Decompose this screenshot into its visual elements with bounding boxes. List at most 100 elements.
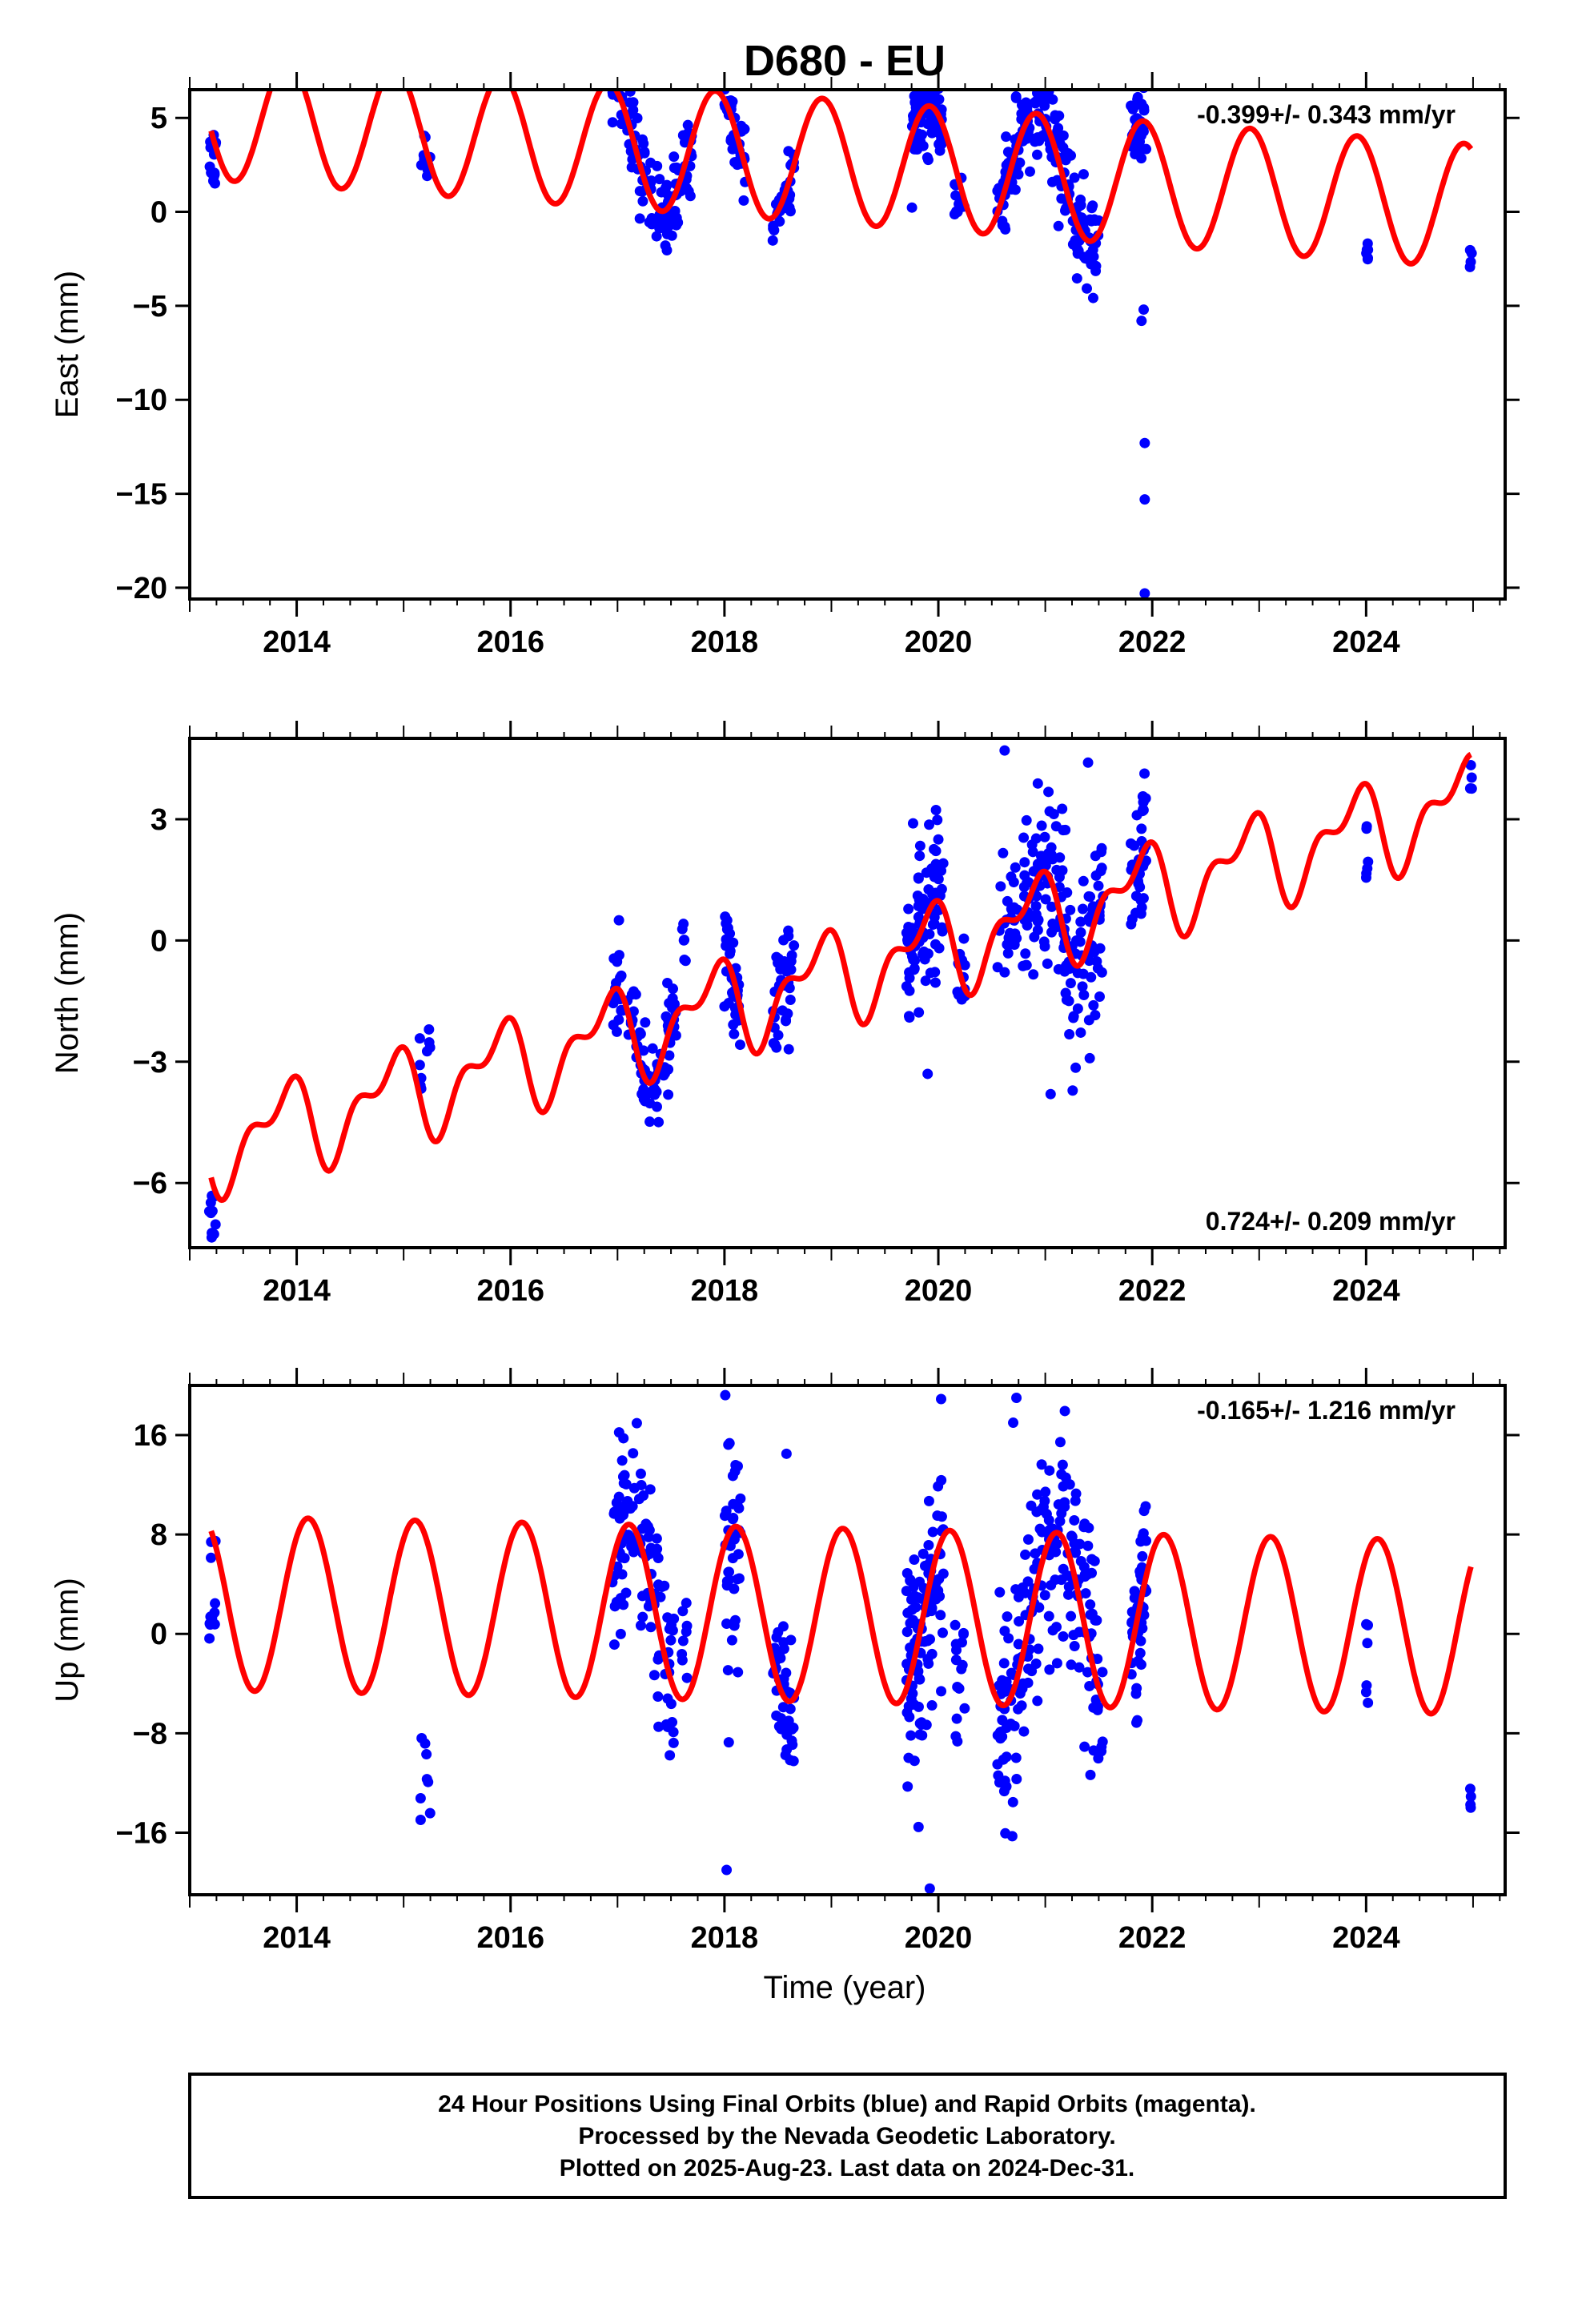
data-point (1050, 114, 1061, 125)
data-point (738, 195, 749, 206)
data-point (920, 975, 931, 987)
data-point (1021, 814, 1032, 826)
data-point (1056, 1574, 1067, 1586)
data-point (678, 919, 689, 930)
data-point (1014, 1616, 1025, 1627)
data-point (645, 1622, 656, 1633)
data-point (1008, 877, 1019, 888)
data-point (1060, 987, 1071, 999)
data-point (721, 1618, 733, 1630)
x-tick-label: 2016 (476, 625, 544, 659)
data-point (1030, 833, 1042, 844)
data-point (628, 1448, 639, 1459)
y-tick-label: −5 (133, 290, 167, 324)
data-point (1074, 1662, 1085, 1673)
data-point (644, 216, 655, 227)
data-point (916, 1717, 927, 1728)
x-tick-label: 2022 (1118, 1274, 1186, 1308)
data-point (1010, 862, 1021, 873)
data-point (1053, 1499, 1064, 1510)
data-point (937, 1627, 948, 1638)
data-point (210, 1219, 221, 1230)
data-point (1065, 978, 1076, 989)
data-point (999, 745, 1010, 756)
data-point (1126, 838, 1137, 849)
data-point (1074, 936, 1086, 947)
data-point (624, 90, 636, 97)
data-point (1361, 1618, 1372, 1630)
data-point (728, 1019, 739, 1031)
data-point (783, 925, 794, 936)
data-point (901, 927, 912, 939)
data-point (995, 881, 1006, 892)
data-point (787, 1739, 798, 1751)
data-point (1096, 967, 1107, 978)
x-tick-label: 2024 (1332, 1921, 1400, 1955)
data-point (651, 1086, 662, 1097)
data-point (1007, 1796, 1018, 1807)
data-point (1010, 1752, 1022, 1763)
data-point (661, 245, 673, 256)
data-point (725, 946, 736, 957)
data-point (785, 995, 796, 1006)
y-axis-label: Up (mm) (50, 1578, 85, 1703)
data-point (1023, 912, 1034, 923)
model-fit-line (208, 1515, 1474, 1717)
data-point (681, 1672, 693, 1683)
data-point (1013, 1591, 1024, 1602)
data-point (612, 956, 623, 967)
data-point (1040, 1486, 1051, 1498)
data-point (644, 1484, 656, 1495)
chart-title: D680 - EU (744, 37, 946, 85)
data-point (1039, 831, 1050, 842)
data-point (1009, 1720, 1020, 1731)
data-point (681, 1620, 693, 1631)
data-point (1011, 1393, 1022, 1404)
data-point (1079, 1741, 1090, 1752)
data-point (926, 1700, 938, 1711)
data-point (1021, 97, 1032, 108)
data-point (909, 1755, 920, 1767)
data-point (1054, 1516, 1066, 1527)
data-point (421, 1046, 432, 1057)
data-point (1032, 924, 1043, 935)
data-point (1034, 1523, 1046, 1534)
data-point (678, 935, 689, 946)
data-point (1026, 1500, 1037, 1511)
data-point (613, 1427, 624, 1438)
data-point (1082, 1667, 1093, 1678)
data-point (1016, 1700, 1027, 1711)
data-point (958, 1627, 969, 1638)
data-point (930, 967, 941, 978)
data-point (723, 1737, 734, 1748)
data-point (1363, 856, 1374, 867)
data-point (924, 1372, 934, 1382)
data-point (1001, 1676, 1012, 1687)
data-point (1091, 1614, 1102, 1626)
data-point (208, 1618, 219, 1629)
data-point (210, 1598, 221, 1609)
data-point (1078, 875, 1089, 887)
data-point (1085, 1599, 1096, 1610)
data-point (914, 840, 926, 851)
data-point (1063, 1581, 1074, 1592)
data-point (923, 1495, 934, 1506)
data-point (1067, 239, 1078, 250)
data-point (1008, 902, 1019, 913)
footer-line-3: Plotted on 2025-Aug-23. Last data on 202… (560, 2155, 1135, 2181)
data-point (415, 1814, 426, 1825)
data-point (909, 1554, 920, 1565)
data-point (938, 1568, 949, 1579)
data-point (1078, 169, 1089, 180)
data-point (917, 1548, 929, 1559)
data-point (913, 1821, 924, 1832)
data-point (660, 183, 671, 194)
data-point (1079, 1518, 1090, 1530)
data-point (1030, 72, 1041, 82)
data-point (1070, 1062, 1082, 1073)
data-point (1051, 1658, 1062, 1669)
data-point (1028, 969, 1039, 980)
x-tick-label: 2016 (476, 1274, 544, 1308)
data-point (1363, 1697, 1374, 1708)
